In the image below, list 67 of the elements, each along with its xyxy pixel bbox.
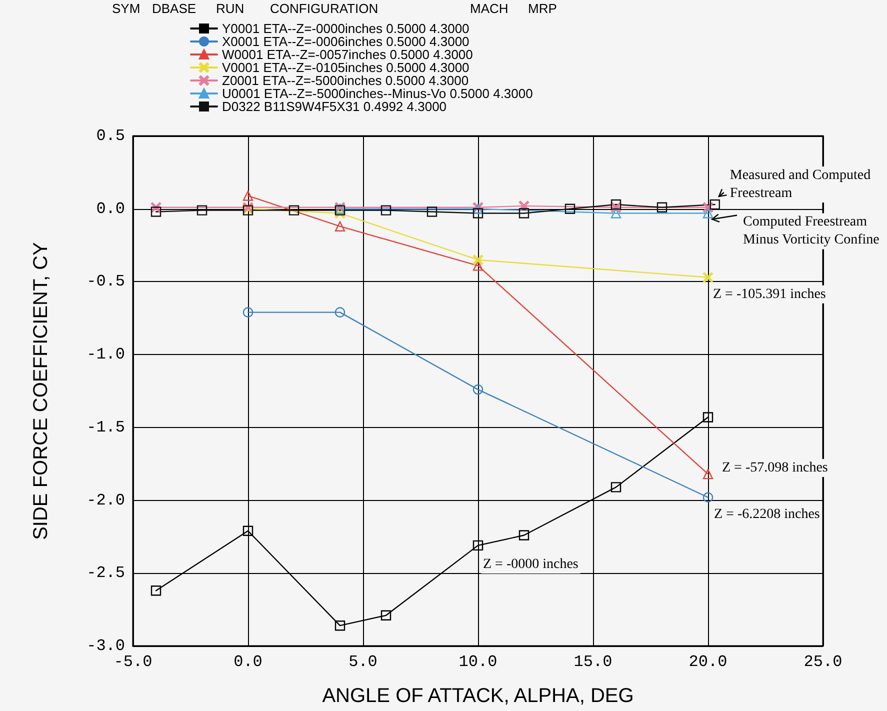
legend-label: D0322 B11S9W4F5X31 0.4992 4.3000 [222, 99, 447, 114]
y-tick-label: -1.5 [86, 418, 125, 436]
point [702, 202, 714, 212]
point [702, 412, 714, 422]
point [610, 208, 622, 218]
annotation: Computed Freestream Minus Vorticity Confine [743, 214, 880, 248]
point [242, 190, 254, 201]
point [702, 208, 714, 218]
annotation: Z = -105.391 inches [713, 286, 826, 302]
legend-label: X0001 ETA--Z=-0006inches 0.5000 4.3000 [222, 34, 470, 49]
point [472, 260, 484, 271]
point [380, 205, 392, 216]
point [334, 620, 346, 631]
point [702, 492, 714, 502]
y-tick-label: -1.0 [86, 346, 125, 364]
legend-label: Z0001 ETA--Z=-5000inches 0.5000 4.3000 [222, 73, 469, 88]
annotation: Measured and Computed Freestream [730, 168, 871, 201]
point [702, 468, 714, 480]
point [150, 202, 162, 212]
x-tick-label: 5.0 [348, 653, 378, 671]
point [472, 208, 484, 218]
point [610, 202, 622, 212]
y-tick-label: -0.5 [86, 272, 125, 291]
point [196, 205, 208, 216]
point [334, 221, 346, 232]
point [610, 199, 622, 210]
legend-label: V0001 ETA--Z=-0105inches 0.5000 4.3000 [222, 60, 470, 75]
point [702, 272, 714, 282]
point [518, 530, 530, 540]
legend-label: U0001 ETA--Z=-5000inches--Minus-Vo 0.5000 4.3000 [222, 86, 533, 101]
text: SYM DBASE RUN CONFIGURATION MACH MRP [112, 1, 557, 16]
annotation: Z = -6.2208 inches [714, 506, 820, 522]
legend-label: Y0001 ETA--Z=-0000inches 0.5000 4.3000 [222, 21, 470, 36]
y-tick-label: -2.5 [86, 564, 125, 582]
point [334, 208, 346, 218]
x-tick-label: 10.0 [458, 653, 498, 671]
y-tick-label: -2.0 [86, 491, 125, 510]
point [472, 384, 484, 395]
point [426, 206, 438, 217]
x-tick-label: 15.0 [574, 653, 612, 671]
x-tick-label: 20.0 [688, 653, 728, 671]
y-tick-label: 0.5 [96, 127, 125, 145]
point [242, 526, 254, 536]
point [242, 307, 254, 318]
y-tick-label: -3.0 [86, 637, 125, 655]
legend-label: W0001 ETA--Z=-0057inches 0.5000 4.3000 [222, 47, 473, 62]
annotation: Z = -57.098 inches [722, 460, 828, 476]
point [334, 307, 346, 318]
point [518, 208, 530, 218]
point [472, 540, 484, 551]
annotation: Z = -0000 inches [483, 556, 578, 572]
point [288, 205, 300, 216]
point [518, 200, 530, 212]
point [710, 199, 720, 210]
y-tick-label: 0.0 [96, 200, 125, 218]
point [150, 206, 162, 217]
x-axis-title: ANGLE OF ATTACK, ALPHA, DEG [322, 685, 634, 707]
point [380, 610, 392, 620]
x-tick-label: -5.0 [114, 653, 152, 671]
point [656, 202, 668, 212]
point [610, 482, 622, 492]
y-axis-title: SIDE FORCE COEFFICIENT, CY [30, 242, 52, 540]
point [564, 204, 576, 214]
point [472, 254, 484, 265]
point [150, 586, 162, 596]
x-tick-label: 0.0 [234, 653, 262, 671]
x-tick-label: 25.0 [804, 653, 842, 671]
